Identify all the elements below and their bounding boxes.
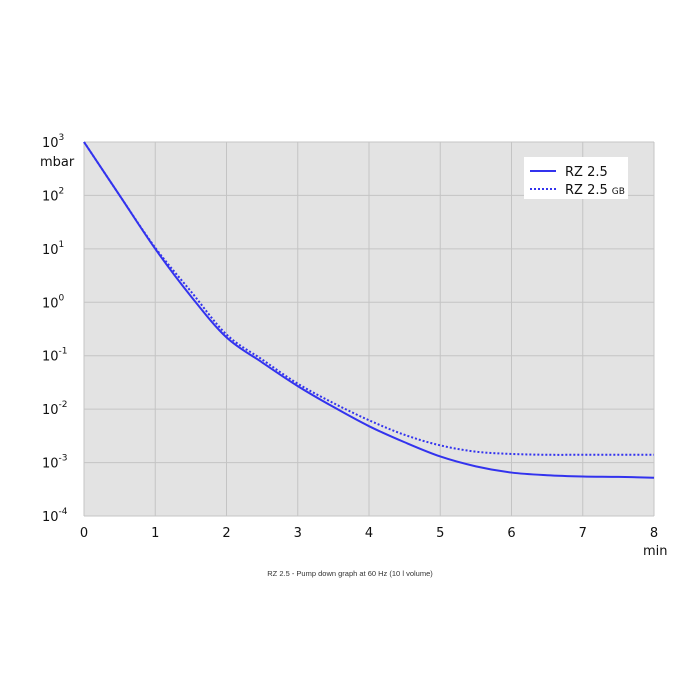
series-line-rz-2-5-gb [83, 141, 654, 456]
x-axis-unit-label: min [643, 544, 668, 559]
series-layer [83, 141, 655, 479]
legend-label: RZ 2.5 [565, 165, 608, 180]
x-tick-label: 8 [650, 526, 658, 541]
series-line-rz-2-5 [83, 141, 655, 479]
x-tick-label: 4 [365, 526, 373, 541]
y-tick-label: 10-3 [42, 454, 68, 472]
x-tick-label: 1 [151, 526, 159, 541]
x-tick-label: 6 [507, 526, 515, 541]
x-tick-label: 3 [294, 526, 302, 541]
chart-caption: RZ 2.5 - Pump down graph at 60 Hz (10 l … [267, 569, 433, 578]
y-tick-label: 103 [42, 133, 64, 151]
y-tick-label: 100 [42, 293, 65, 311]
y-tick-label: 10-2 [42, 400, 68, 418]
y-tick-label: 102 [42, 186, 64, 204]
y-tick-label: 101 [42, 240, 64, 258]
x-tick-label: 7 [579, 526, 587, 541]
y-tick-label: 10-1 [42, 347, 68, 365]
x-tick-label: 5 [436, 526, 444, 541]
legend: RZ 2.5 RZ 2.5 GB [524, 157, 628, 199]
x-tick-label: 2 [222, 526, 230, 541]
y-axis-unit-label: mbar [40, 155, 75, 170]
legend-box [524, 157, 628, 199]
y-tick-labels: 103 102 101 100 10-1 10-2 10-3 10-4 [42, 133, 68, 525]
y-tick-label: 10-4 [42, 507, 68, 525]
x-tick-labels: 0 1 2 3 4 5 6 7 8 [80, 526, 658, 541]
x-tick-label: 0 [80, 526, 88, 541]
legend-label: RZ 2.5 GB [565, 183, 625, 198]
